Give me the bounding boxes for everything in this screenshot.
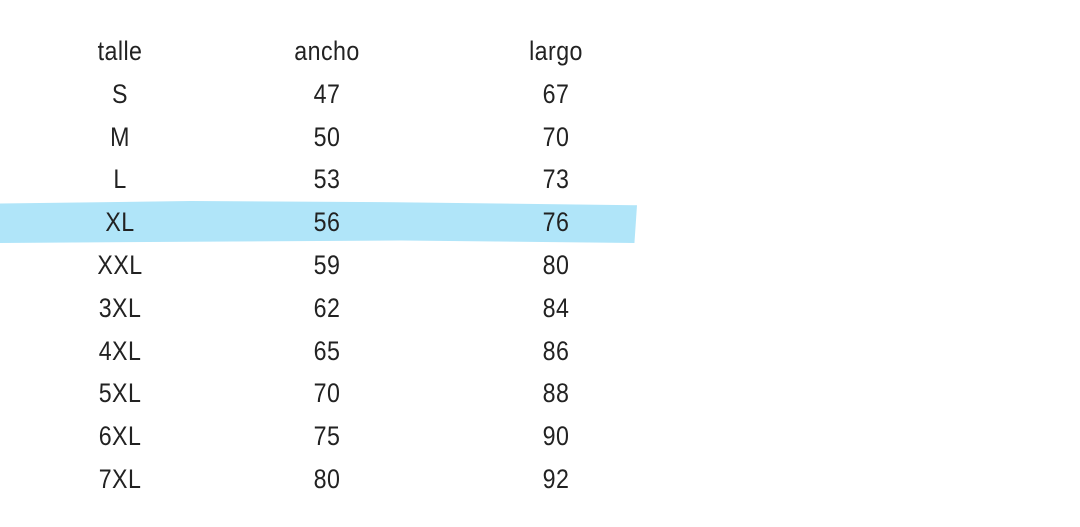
cell-ancho: 65 (313, 335, 341, 366)
cell-ancho: 50 (313, 121, 341, 152)
table-row: 6XL 75 90 (0, 415, 680, 458)
cell-ancho: 62 (313, 292, 341, 323)
cell-talle: 3XL (98, 292, 142, 323)
cell-talle: M (110, 121, 130, 152)
size-table: talle ancho largo S 47 67 M 50 70 L 53 7… (0, 30, 680, 501)
cell-largo: 88 (542, 378, 570, 409)
cell-ancho: 75 (313, 421, 341, 452)
table-row: 5XL 70 88 (0, 372, 680, 415)
cell-largo: 73 (542, 164, 570, 195)
table-row: L 53 73 (0, 158, 680, 201)
cell-ancho: 56 (313, 207, 341, 238)
table-row: M 50 70 (0, 116, 680, 159)
cell-largo: 67 (542, 78, 570, 109)
cell-talle: L (113, 164, 127, 195)
cell-talle: 4XL (98, 335, 142, 366)
cell-largo: 86 (542, 335, 570, 366)
cell-ancho: 59 (313, 249, 341, 280)
cell-talle: 6XL (98, 421, 142, 452)
cell-talle: S (112, 78, 128, 109)
table-header-row: talle ancho largo (0, 30, 680, 73)
cell-talle: XXL (97, 249, 143, 280)
table-row: 4XL 65 86 (0, 330, 680, 373)
cell-largo: 90 (542, 421, 570, 452)
header-largo: largo (529, 36, 583, 66)
cell-talle: XL (105, 207, 135, 238)
cell-talle: 7XL (98, 463, 142, 494)
table-row: 7XL 80 92 (0, 458, 680, 501)
cell-ancho: 80 (313, 463, 341, 494)
header-talle: talle (97, 36, 143, 66)
cell-ancho: 53 (313, 164, 341, 195)
table-row: S 47 67 (0, 73, 680, 116)
cell-talle: 5XL (98, 378, 142, 409)
cell-largo: 92 (542, 463, 570, 494)
table-row: 3XL 62 84 (0, 287, 680, 330)
table-row-highlighted: XL 56 76 (0, 201, 680, 244)
cell-largo: 84 (542, 292, 570, 323)
cell-largo: 76 (542, 207, 570, 238)
cell-largo: 70 (542, 121, 570, 152)
cell-ancho: 47 (313, 78, 341, 109)
table-row: XXL 59 80 (0, 244, 680, 287)
row-highlight-xl (0, 201, 637, 243)
cell-largo: 80 (542, 249, 570, 280)
cell-ancho: 70 (313, 378, 341, 409)
header-ancho: ancho (294, 36, 360, 66)
